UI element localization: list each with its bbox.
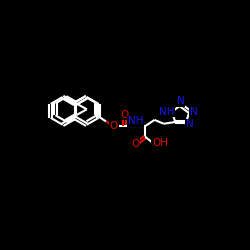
Text: N: N (186, 119, 194, 129)
Text: O: O (131, 139, 140, 149)
Text: N: N (177, 96, 184, 106)
Text: OH: OH (152, 138, 168, 148)
Text: NH: NH (159, 107, 174, 117)
Text: NH: NH (128, 116, 143, 126)
Text: N: N (190, 107, 198, 117)
Text: O: O (110, 121, 118, 131)
Text: O: O (120, 110, 128, 120)
